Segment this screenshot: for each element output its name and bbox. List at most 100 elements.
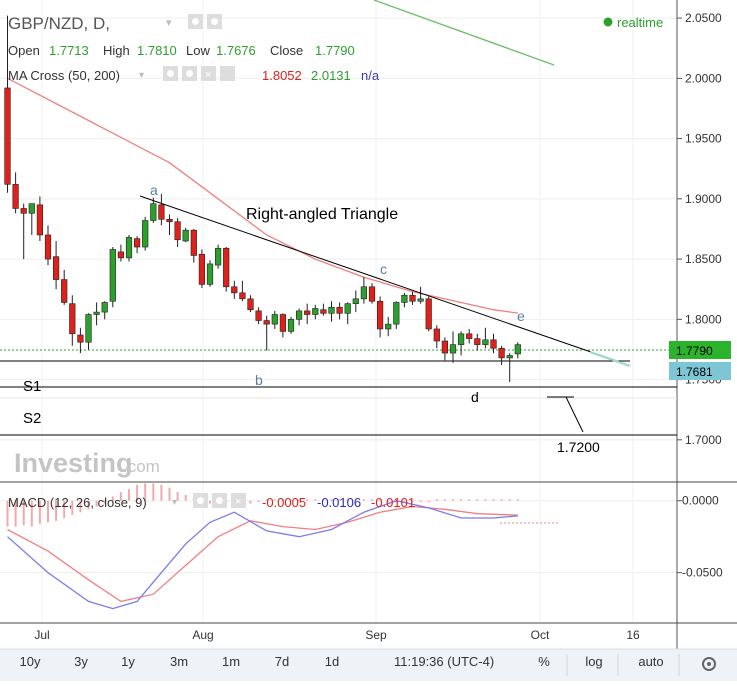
close-icon[interactable]: ×	[201, 66, 216, 81]
svg-text:1.7790: 1.7790	[315, 43, 355, 58]
candle	[417, 286, 424, 304]
settings-gear-icon[interactable]	[702, 657, 716, 671]
gear-icon[interactable]	[212, 493, 227, 508]
candle	[433, 325, 440, 349]
gear-icon[interactable]	[207, 14, 222, 29]
realtime-indicator: realtime	[603, 15, 663, 30]
macd-tick-label: -0.0500	[682, 566, 723, 580]
candle	[474, 333, 481, 351]
svg-text:.com: .com	[123, 457, 160, 476]
point-b-label: b	[255, 372, 263, 388]
candle	[190, 228, 197, 263]
candle	[174, 218, 181, 248]
investing-watermark: Investing .com	[14, 448, 160, 478]
status-dot-icon	[603, 17, 613, 27]
candle	[449, 331, 457, 363]
footer-toolbar	[0, 649, 737, 681]
s1-label: S1	[23, 378, 41, 395]
candle	[52, 241, 60, 290]
svg-text:-0.0101: -0.0101	[371, 495, 415, 510]
chevron-down-icon[interactable]: ▾	[139, 70, 144, 81]
svg-text:1.8052: 1.8052	[262, 68, 302, 83]
svg-text:1.7713: 1.7713	[49, 43, 89, 58]
price-tick-label: 1.8000	[685, 312, 722, 326]
candle	[36, 196, 43, 241]
option-button-log[interactable]: log	[585, 654, 602, 669]
candles	[4, 15, 521, 382]
eye-icon[interactable]	[163, 66, 178, 81]
price-tick-label: 1.9500	[685, 132, 722, 146]
svg-text:High: High	[103, 43, 130, 58]
ma-cross-label[interactable]: MA Cross (50, 200)	[8, 68, 120, 83]
time-tick-label: 16	[626, 628, 640, 642]
candle	[336, 302, 343, 320]
last-close-badge: 1.7790	[669, 341, 731, 359]
candle	[401, 292, 408, 308]
time-axis[interactable]: Jul Aug Sep Oct 16	[34, 628, 640, 642]
support-badge: 1.7681	[669, 362, 731, 380]
option-button-%[interactable]: %	[538, 654, 550, 669]
macd-label[interactable]: MACD (12, 26, close, 9)	[8, 495, 147, 510]
candle	[101, 301, 108, 320]
pattern-title: Right-angled Triangle	[246, 206, 398, 223]
svg-text:Investing: Investing	[14, 448, 133, 478]
chevron-down-icon[interactable]: ▾	[166, 17, 172, 29]
candle	[93, 302, 100, 326]
svg-text:1.7681: 1.7681	[676, 365, 713, 379]
chevron-down-icon[interactable]: ▾	[172, 497, 177, 508]
macd-tick-label: 0.0000	[682, 494, 719, 508]
time-tick-label: Jul	[34, 628, 49, 642]
svg-text:1.7810: 1.7810	[137, 43, 177, 58]
range-button-3y[interactable]: 3y	[74, 654, 88, 669]
time-tick-label: Oct	[531, 628, 550, 642]
gear-icon[interactable]	[182, 66, 197, 81]
candle	[125, 234, 133, 262]
eye-icon[interactable]	[193, 493, 208, 508]
svg-text:1.7790: 1.7790	[676, 344, 713, 358]
candle	[409, 291, 416, 305]
eye-icon[interactable]	[188, 14, 203, 29]
candle	[109, 247, 116, 308]
candle	[166, 214, 173, 235]
candle	[263, 315, 270, 351]
candle	[158, 194, 165, 226]
macd-axis[interactable]: 0.0000 -0.0500	[677, 494, 723, 580]
range-button-1y[interactable]: 1y	[121, 654, 135, 669]
candle	[271, 310, 278, 329]
candle	[28, 203, 35, 235]
symbol-title[interactable]: GBP/NZD, D,	[8, 14, 110, 33]
point-d-label: d	[471, 389, 479, 405]
close-icon[interactable]: ×	[231, 493, 246, 508]
range-button-3m[interactable]: 3m	[170, 654, 188, 669]
candle	[4, 15, 11, 193]
candle	[239, 280, 246, 302]
candle	[328, 301, 335, 322]
candle	[142, 216, 149, 251]
range-button-1d[interactable]: 1d	[325, 654, 339, 669]
svg-text:n/a: n/a	[361, 68, 380, 83]
candle	[247, 295, 254, 313]
candle	[12, 172, 19, 214]
candle	[352, 290, 359, 313]
range-button-1m[interactable]: 1m	[222, 654, 240, 669]
option-button-auto[interactable]: auto	[638, 654, 663, 669]
candle	[20, 203, 27, 260]
svg-text:1.7676: 1.7676	[216, 43, 256, 58]
candle	[223, 247, 230, 292]
range-button-10y[interactable]: 10y	[20, 654, 41, 669]
point-a-label: a	[150, 182, 158, 198]
candle	[320, 303, 327, 316]
candle	[215, 244, 222, 269]
range-button-7d[interactable]: 7d	[275, 654, 289, 669]
price-tick-label: 1.8500	[685, 252, 722, 266]
candle	[279, 313, 287, 338]
svg-text:Open: Open	[8, 43, 40, 58]
candle	[85, 313, 92, 350]
price-axis[interactable]: 2.05002.00001.95001.90001.85001.80001.75…	[677, 11, 722, 447]
footer-buttons: 10y 3y 1y 3m 1m 7d 1d% log auto	[20, 654, 680, 676]
macd-line	[7, 500, 518, 610]
more-icon[interactable]	[220, 66, 235, 81]
ma200-line	[373, 0, 555, 66]
